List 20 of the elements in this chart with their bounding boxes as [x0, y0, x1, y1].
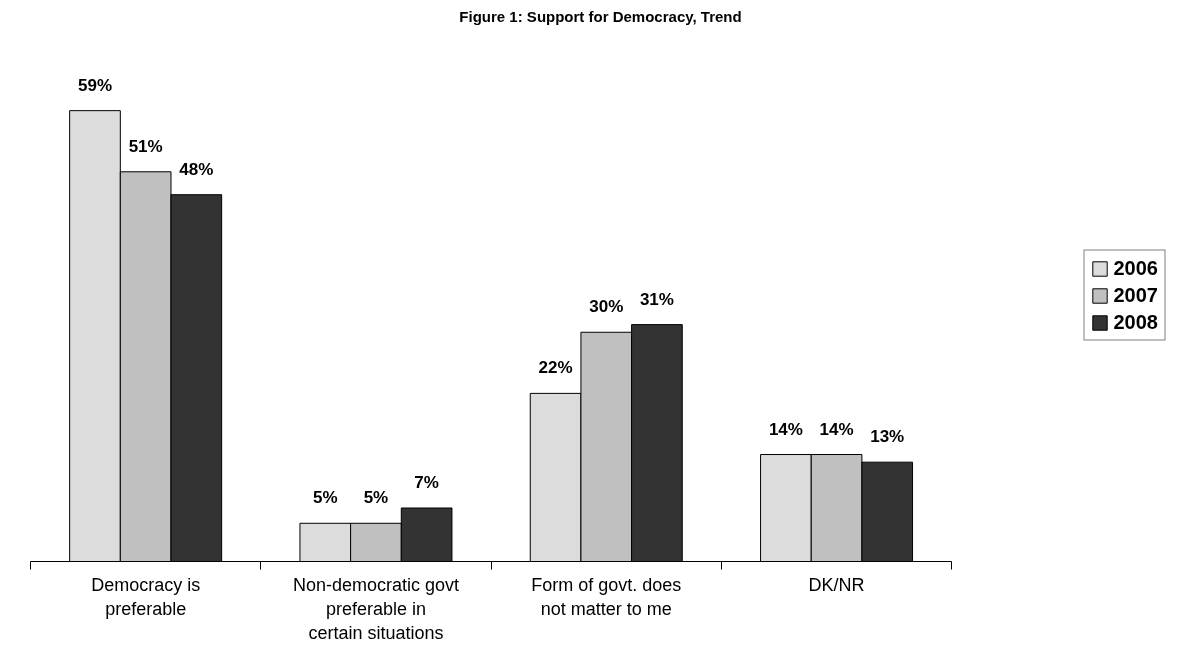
- chart-title: Figure 1: Support for Democracy, Trend: [459, 7, 742, 25]
- data-label: 31%: [639, 289, 674, 309]
- data-label: 13%: [870, 427, 905, 447]
- legend-label: 2008: [1113, 310, 1158, 334]
- x-tick-label: Form of govt. does not matter to me: [531, 574, 682, 619]
- data-label: 5%: [363, 488, 389, 508]
- data-label: 14%: [768, 419, 803, 439]
- data-label: 5%: [313, 488, 338, 508]
- x-tick-label: Non-democratic govt preferable in certain situations: [292, 574, 459, 643]
- data-label: 14%: [819, 419, 854, 439]
- x-tick-label: Democracy is preferable: [91, 574, 201, 619]
- data-label: 22%: [538, 358, 573, 378]
- legend-label: 2007: [1113, 283, 1158, 307]
- data-label: 48%: [179, 159, 214, 179]
- data-label: 30%: [589, 297, 624, 317]
- x-tick-label: DK/NR: [808, 574, 865, 595]
- legend-label: 2006: [1113, 256, 1158, 280]
- data-label: 7%: [414, 473, 439, 493]
- data-label: 51%: [128, 136, 163, 156]
- data-label: 59%: [77, 75, 112, 95]
